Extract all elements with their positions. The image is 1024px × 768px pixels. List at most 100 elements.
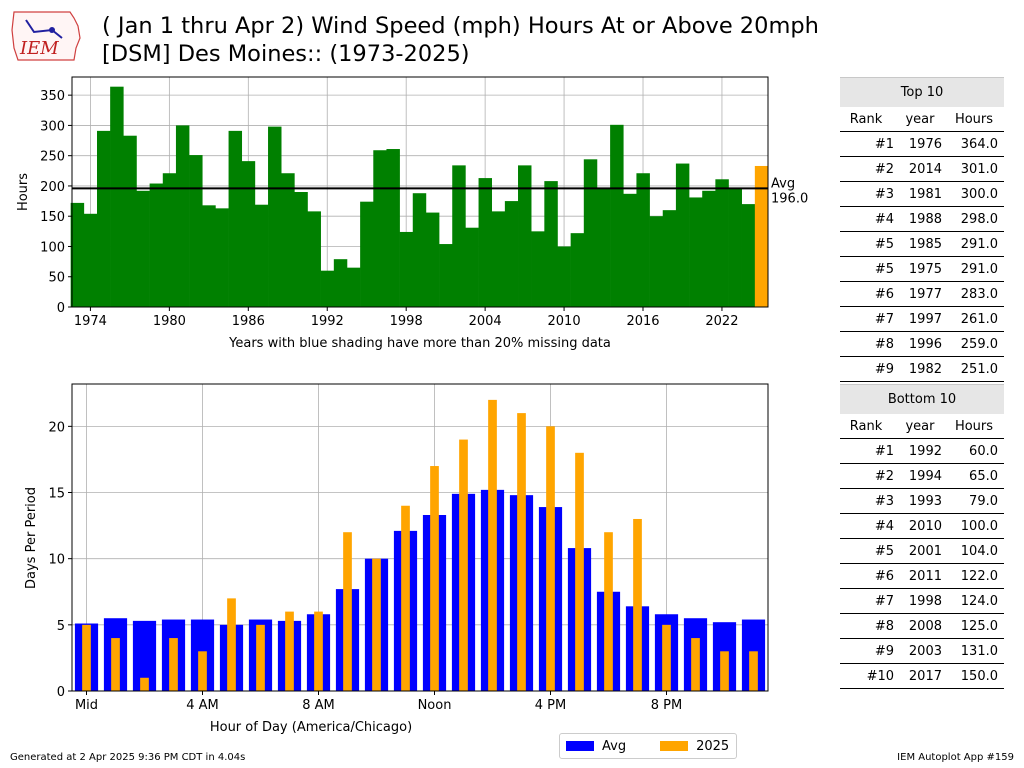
year-bar (136, 190, 150, 307)
current-year-bar (546, 426, 555, 691)
year-bar (583, 159, 598, 307)
bottom10-row: #1 1992 60.0 (840, 439, 1004, 464)
bottom10-cell: 1992 (908, 443, 942, 459)
top10-row: #4 1988 298.0 (840, 207, 1004, 232)
plot-frame (71, 383, 769, 692)
year-bar (294, 192, 308, 307)
year-bar (386, 149, 400, 307)
year-bar (662, 210, 677, 307)
top10-cell: #7 (874, 311, 894, 327)
top10-header-rank: Rank (849, 111, 883, 127)
y-tick-label: 300 (40, 119, 65, 134)
y-tick-label: 350 (40, 89, 65, 104)
x-tick-label: 1986 (232, 314, 265, 329)
current-year-bar (343, 532, 352, 691)
current-year-bar (517, 413, 526, 691)
year-bar (320, 270, 335, 307)
bottom10-cell: 150.0 (960, 668, 998, 684)
top10-row: #3 1981 300.0 (840, 182, 1004, 207)
bottom10-cell: 104.0 (960, 543, 998, 559)
top10-cell: #5 (874, 261, 894, 277)
avg-bar (132, 620, 157, 691)
year-bar (175, 125, 190, 307)
y-axis-label: Hours (16, 173, 31, 211)
bottom10-row: #8 2008 125.0 (840, 614, 1004, 639)
hourly-days-chart: Mid 4 AM 8 AM Noon 4 PM 8 PM 0 5 10 15 20 Hour of D… (24, 383, 769, 735)
top10-cell: #2 (874, 161, 894, 177)
year-bar (596, 188, 611, 307)
app-credit: IEM Autoplot App #159 (897, 752, 1014, 763)
y-tick-label: 250 (40, 150, 65, 165)
year-bar (189, 155, 203, 307)
bottom10-cell: 1998 (908, 593, 942, 609)
year-bar (399, 231, 414, 307)
x-axis-label: Hour of Day (America/Chicago) (210, 720, 412, 735)
bottom10-header-year: year (905, 418, 935, 434)
legend-avg-label: Avg (602, 738, 627, 754)
bottom10-cell: 2003 (908, 643, 942, 659)
bottom10-row: #3 1993 79.0 (840, 489, 1004, 514)
bottom10-cell: 2011 (908, 568, 942, 584)
current-year-bar (604, 532, 613, 691)
year-bar (346, 267, 361, 307)
year-bar (96, 130, 111, 307)
current-year-bar (111, 638, 120, 691)
current-year-bar (169, 638, 178, 691)
year-bar (83, 213, 98, 307)
y-tick-label: 50 (48, 271, 65, 286)
bottom10-cell: #8 (874, 618, 894, 634)
y-tick-label: 0 (57, 685, 65, 700)
y-axis-label: Days Per Period (24, 487, 39, 589)
bottom10-cell: 79.0 (969, 493, 998, 509)
bottom10-cell: #10 (866, 668, 894, 684)
year-bar (504, 201, 519, 307)
bottom10-cell: 100.0 (960, 518, 998, 534)
bottom10-row: #6 2011 122.0 (840, 564, 1004, 589)
current-year-bar (198, 651, 207, 691)
y-tick-label: 20 (48, 420, 65, 435)
legend-current-swatch (660, 741, 689, 751)
year-bar (623, 193, 637, 307)
generated-note: Generated at 2 Apr 2025 9:36 PM CDT in 4… (10, 752, 246, 763)
x-tick-label: 2022 (705, 314, 738, 329)
top10-row: #5 1975 291.0 (840, 257, 1004, 282)
chart-title: ( Jan 1 thru Apr 2) Wind Speed (mph) Hou… (102, 12, 819, 68)
top10-cell: #4 (874, 211, 894, 227)
top10-row: #1 1976 364.0 (840, 132, 1004, 157)
average-label: Avg (771, 176, 795, 191)
year-bar (149, 183, 164, 307)
current-year-bar (662, 624, 671, 691)
bottom10-row: #2 1994 65.0 (840, 464, 1004, 489)
year-bar (241, 161, 256, 307)
top10-cell: 1975 (908, 261, 942, 277)
x-tick-label: 8 PM (651, 698, 682, 713)
year-bar (465, 227, 479, 307)
bottom10-row: #10 2017 150.0 (840, 664, 1004, 689)
year-bar (610, 124, 624, 307)
current-year-bar (575, 452, 584, 691)
top10-cell: 1985 (908, 236, 942, 252)
iem-logo: IEM (8, 8, 84, 64)
bottom10-cell: 131.0 (960, 643, 998, 659)
top10-title: Top 10 (840, 77, 1004, 107)
current-year-bar (430, 466, 439, 691)
x-tick-label: 4 PM (535, 698, 566, 713)
current-year-bar (749, 651, 758, 691)
year-bar (491, 211, 506, 307)
top10-cell: 251.0 (960, 361, 998, 377)
year-bar (518, 165, 532, 307)
top10-table: Top 10 Rank year Hours #1 1976 364.0 #2 2014… (840, 77, 1004, 382)
current-year-bar (285, 611, 294, 691)
bottom10-cell: 1993 (908, 493, 942, 509)
top10-cell: #1 (874, 136, 894, 152)
plot-frame (71, 76, 769, 308)
bottom10-table: Bottom 10 Rank year Hours #1 1992 60.0 #2 19… (840, 384, 1004, 689)
current-year-bar (720, 651, 729, 691)
current-year-bar (459, 439, 468, 691)
top10-cell: 1988 (908, 211, 942, 227)
current-year-bar (227, 598, 236, 691)
top10-cell: 298.0 (960, 211, 998, 227)
top10-header-row: Rank year Hours (840, 107, 1004, 132)
top10-cell: 283.0 (960, 286, 998, 302)
